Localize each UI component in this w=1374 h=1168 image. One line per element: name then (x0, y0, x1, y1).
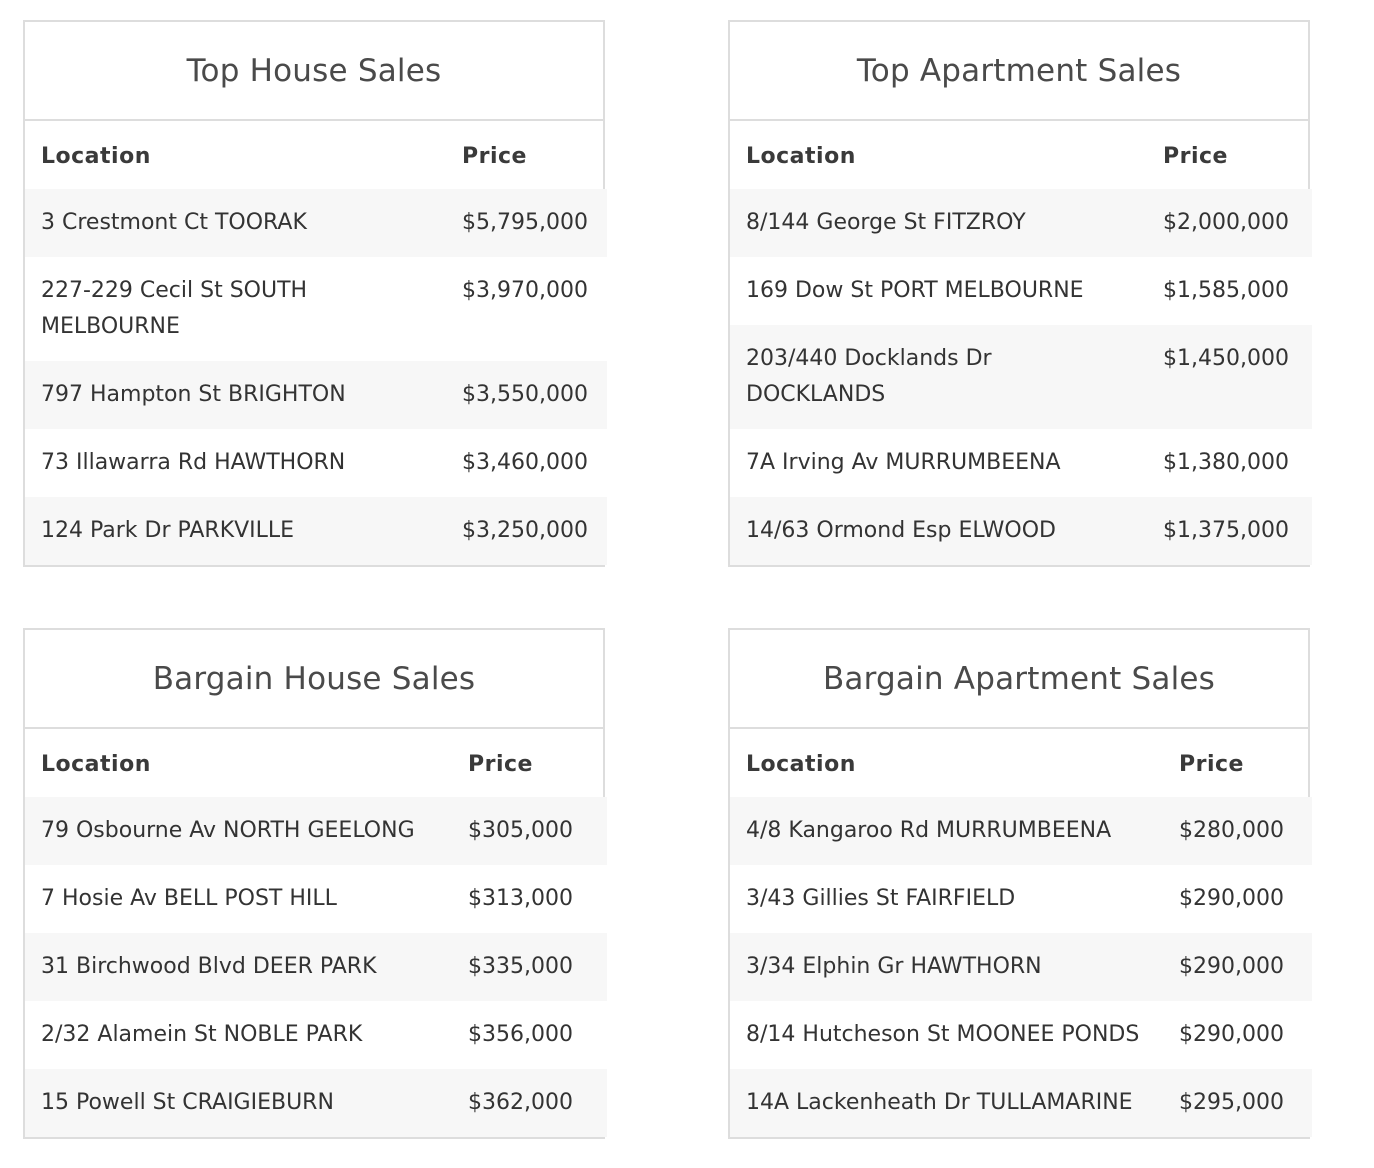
panel-header: Bargain Apartment Sales (730, 630, 1308, 729)
table-header-row: Location Price (25, 121, 607, 189)
location-column-header: Location (746, 752, 856, 777)
location-column-header: Location (746, 144, 856, 169)
location-cell: 14/63 Ormond Esp ELWOOD (746, 518, 1056, 543)
top-house-sales-panel: Top House Sales Location Price 3 Crestmo… (23, 20, 607, 567)
price-cell: $1,450,000 (1163, 346, 1289, 371)
table-row: 203/440 Docklands Dr DOCKLANDS $1,450,00… (730, 325, 1312, 429)
price-cell: $313,000 (468, 886, 573, 911)
table-row: 4/8 Kangaroo Rd MURRUMBEENA $280,000 (730, 797, 1312, 865)
location-cell: 3/34 Elphin Gr HAWTHORN (746, 954, 1042, 979)
price-cell: $2,000,000 (1163, 210, 1289, 235)
table-row: 3/43 Gillies St FAIRFIELD $290,000 (730, 865, 1312, 933)
sales-table: Location Price 3 Crestmont Ct TOORAK $5,… (25, 121, 607, 565)
bargain-apartment-sales-panel: Bargain Apartment Sales Location Price 4… (728, 628, 1312, 1139)
location-cell: 79 Osbourne Av NORTH GEELONG (41, 818, 415, 843)
table-row: 8/144 George St FITZROY $2,000,000 (730, 189, 1312, 257)
location-cell: 7A Irving Av MURRUMBEENA (746, 450, 1061, 475)
table-row: 79 Osbourne Av NORTH GEELONG $305,000 (25, 797, 607, 865)
price-column-header: Price (468, 752, 533, 777)
location-cell: 8/14 Hutcheson St MOONEE PONDS (746, 1022, 1140, 1047)
table-row: 169 Dow St PORT MELBOURNE $1,585,000 (730, 257, 1312, 325)
location-cell: 124 Park Dr PARKVILLE (41, 518, 295, 543)
table-row: 73 Illawarra Rd HAWTHORN $3,460,000 (25, 429, 607, 497)
location-cell: 4/8 Kangaroo Rd MURRUMBEENA (746, 818, 1112, 843)
location-cell: 3/43 Gillies St FAIRFIELD (746, 886, 1016, 911)
price-column-header: Price (1179, 752, 1244, 777)
table-row: 797 Hampton St BRIGHTON $3,550,000 (25, 361, 607, 429)
price-cell: $335,000 (468, 954, 573, 979)
table-row: 31 Birchwood Blvd DEER PARK $335,000 (25, 933, 607, 1001)
price-cell: $1,585,000 (1163, 278, 1289, 303)
location-cell: 3 Crestmont Ct TOORAK (41, 210, 307, 235)
table-row: 14/63 Ormond Esp ELWOOD $1,375,000 (730, 497, 1312, 565)
table-row: 15 Powell St CRAIGIEBURN $362,000 (25, 1069, 607, 1137)
table-row: 2/32 Alamein St NOBLE PARK $356,000 (25, 1001, 607, 1069)
location-cell: 7 Hosie Av BELL POST HILL (41, 886, 337, 911)
price-cell: $5,795,000 (462, 210, 588, 235)
panel-title: Bargain Apartment Sales (822, 660, 1216, 697)
price-cell: $356,000 (468, 1022, 573, 1047)
location-column-header: Location (41, 144, 151, 169)
table-row: 124 Park Dr PARKVILLE $3,250,000 (25, 497, 607, 565)
table-header-row: Location Price (730, 729, 1312, 797)
price-cell: $362,000 (468, 1090, 573, 1115)
price-column-header: Price (1163, 144, 1228, 169)
location-cell: 14A Lackenheath Dr TULLAMARINE (746, 1090, 1133, 1115)
location-cell: 203/440 Docklands Dr DOCKLANDS (746, 346, 992, 407)
location-cell: 31 Birchwood Blvd DEER PARK (41, 954, 377, 979)
table-row: 7A Irving Av MURRUMBEENA $1,380,000 (730, 429, 1312, 497)
location-column-header: Location (41, 752, 151, 777)
table-row: 3/34 Elphin Gr HAWTHORN $290,000 (730, 933, 1312, 1001)
table-header-row: Location Price (730, 121, 1312, 189)
table-row: 227-229 Cecil St SOUTH MELBOURNE $3,970,… (25, 257, 607, 361)
table-header-row: Location Price (25, 729, 607, 797)
price-cell: $290,000 (1179, 886, 1284, 911)
price-cell: $290,000 (1179, 1022, 1284, 1047)
location-cell: 8/144 George St FITZROY (746, 210, 1026, 235)
table-row: 7 Hosie Av BELL POST HILL $313,000 (25, 865, 607, 933)
location-cell: 15 Powell St CRAIGIEBURN (41, 1090, 334, 1115)
panel-title: Top Apartment Sales (856, 52, 1182, 89)
location-cell: 169 Dow St PORT MELBOURNE (746, 278, 1084, 303)
panel-header: Bargain House Sales (25, 630, 603, 729)
table-row: 3 Crestmont Ct TOORAK $5,795,000 (25, 189, 607, 257)
price-cell: $3,460,000 (462, 450, 588, 475)
price-cell: $3,250,000 (462, 518, 588, 543)
panel-title: Bargain House Sales (152, 660, 476, 697)
sales-table: Location Price 8/144 George St FITZROY $… (730, 121, 1312, 565)
price-cell: $1,375,000 (1163, 518, 1289, 543)
top-apartment-sales-panel: Top Apartment Sales Location Price 8/144… (728, 20, 1312, 567)
panel-title: Top House Sales (186, 52, 442, 89)
price-cell: $305,000 (468, 818, 573, 843)
location-cell: 2/32 Alamein St NOBLE PARK (41, 1022, 363, 1047)
location-cell: 73 Illawarra Rd HAWTHORN (41, 450, 346, 475)
price-cell: $3,970,000 (462, 278, 588, 303)
sales-table: Location Price 79 Osbourne Av NORTH GEEL… (25, 729, 607, 1137)
bargain-house-sales-panel: Bargain House Sales Location Price 79 Os… (23, 628, 607, 1139)
price-column-header: Price (462, 144, 527, 169)
sales-table: Location Price 4/8 Kangaroo Rd MURRUMBEE… (730, 729, 1312, 1137)
price-cell: $295,000 (1179, 1090, 1284, 1115)
price-cell: $3,550,000 (462, 382, 588, 407)
location-cell: 797 Hampton St BRIGHTON (41, 382, 346, 407)
table-row: 8/14 Hutcheson St MOONEE PONDS $290,000 (730, 1001, 1312, 1069)
location-cell: 227-229 Cecil St SOUTH MELBOURNE (41, 278, 308, 339)
table-row: 14A Lackenheath Dr TULLAMARINE $295,000 (730, 1069, 1312, 1137)
panel-header: Top Apartment Sales (730, 22, 1308, 121)
price-cell: $290,000 (1179, 954, 1284, 979)
price-cell: $1,380,000 (1163, 450, 1289, 475)
panel-header: Top House Sales (25, 22, 603, 121)
price-cell: $280,000 (1179, 818, 1284, 843)
